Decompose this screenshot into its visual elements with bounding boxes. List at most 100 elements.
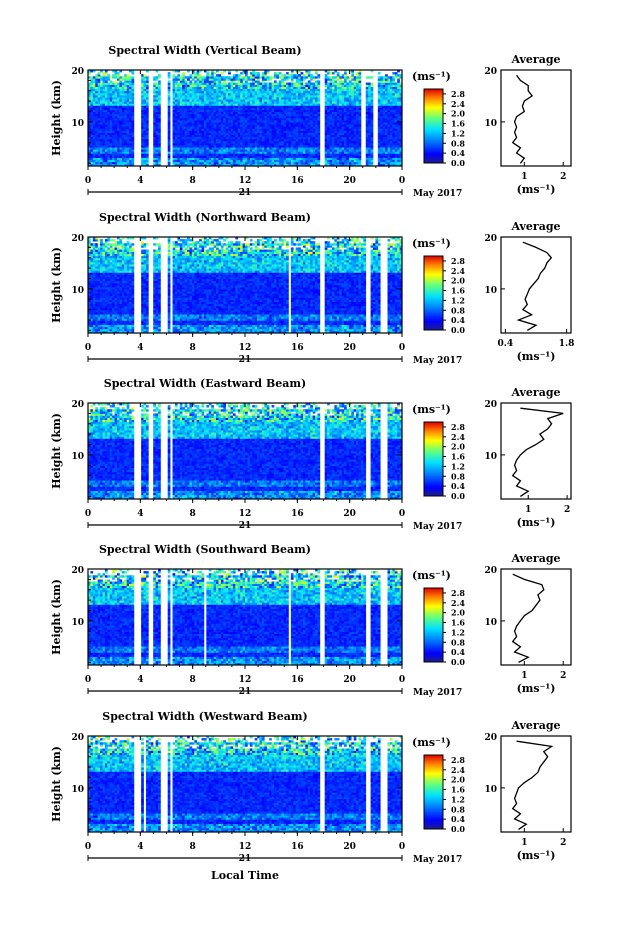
- heatmap-cell: [206, 116, 209, 118]
- heatmap-cell: [175, 162, 178, 164]
- heatmap-cell: [317, 105, 320, 107]
- heatmap-cell: [332, 122, 335, 124]
- heatmap-cell: [264, 114, 267, 116]
- heatmap-cell: [342, 120, 345, 122]
- heatmap-cell: [243, 156, 246, 158]
- heatmap-cell: [93, 112, 96, 114]
- heatmap-cell: [153, 153, 156, 155]
- heatmap-cell: [330, 103, 333, 105]
- heatmap-cell: [327, 135, 330, 137]
- heatmap-cell: [281, 110, 284, 112]
- heatmap-cell: [301, 99, 304, 101]
- heatmap-cell: [252, 99, 255, 101]
- heatmap-cell: [286, 145, 289, 147]
- heatmap-cell: [291, 124, 294, 126]
- heatmap-cell: [122, 128, 125, 130]
- heatmap-cell: [122, 110, 125, 112]
- heatmap-cell: [262, 124, 265, 126]
- heatmap-cell: [342, 91, 345, 93]
- heatmap-cell: [281, 87, 284, 89]
- heatmap-cell: [388, 128, 391, 130]
- heatmap-cell: [238, 87, 241, 89]
- heatmap-cell: [351, 160, 354, 162]
- heatmap-cell: [303, 153, 306, 155]
- heatmap-cell: [156, 91, 159, 93]
- heatmap-cell: [156, 108, 159, 110]
- heatmap-cell: [204, 147, 207, 149]
- heatmap-cell: [182, 162, 185, 164]
- heatmap-cell: [378, 99, 381, 101]
- heatmap-cell: [240, 91, 243, 93]
- heatmap-cell: [269, 145, 272, 147]
- heatmap-cell: [180, 145, 183, 147]
- heatmap-cell: [395, 93, 398, 95]
- heatmap-cell: [226, 149, 229, 151]
- heatmap-cell: [279, 95, 282, 97]
- heatmap-cell: [233, 87, 236, 89]
- heatmap-cell: [131, 116, 134, 118]
- heatmap-cell: [204, 122, 207, 124]
- heatmap-cell: [308, 131, 311, 133]
- heatmap-cell: [255, 85, 258, 87]
- heatmap-cell: [245, 139, 248, 141]
- heatmap-cell: [257, 97, 260, 99]
- heatmap-cell: [392, 126, 395, 128]
- heatmap-cell: [255, 101, 258, 103]
- heatmap-cell: [175, 91, 178, 93]
- heatmap-cell: [332, 156, 335, 158]
- heatmap-cell: [272, 156, 275, 158]
- heatmap-cell: [392, 80, 395, 82]
- heatmap-cell: [214, 128, 217, 130]
- heatmap-cell: [284, 133, 287, 135]
- heatmap-cell: [124, 110, 127, 112]
- heatmap-cell: [117, 126, 120, 128]
- heatmap-cell: [380, 147, 383, 149]
- heatmap-cell: [274, 110, 277, 112]
- heatmap-cell: [90, 128, 93, 130]
- heatmap-cell: [110, 103, 113, 105]
- heatmap-cell: [390, 128, 393, 130]
- heatmap-cell: [291, 139, 294, 141]
- heatmap-cell: [214, 149, 217, 151]
- heatmap-cell: [189, 80, 192, 82]
- heatmap-cell: [269, 133, 272, 135]
- heatmap-cell: [112, 110, 115, 112]
- heatmap-cell: [344, 151, 347, 153]
- heatmap-cell: [293, 85, 296, 87]
- heatmap-cell: [262, 122, 265, 124]
- heatmap-cell: [317, 80, 320, 82]
- heatmap-cell: [279, 131, 282, 133]
- heatmap-cell: [267, 72, 270, 74]
- heatmap-cell: [153, 99, 156, 101]
- heatmap-cell: [129, 139, 132, 141]
- heatmap-cell: [129, 141, 132, 143]
- heatmap-cell: [245, 151, 248, 153]
- heatmap-cell: [131, 97, 134, 99]
- heatmap-cell: [119, 153, 122, 155]
- heatmap-cell: [279, 143, 282, 145]
- heatmap-cell: [243, 99, 246, 101]
- heatmap-cell: [255, 141, 258, 143]
- heatmap-cell: [397, 105, 400, 107]
- heatmap-cell: [315, 110, 318, 112]
- heatmap-cell: [267, 128, 270, 130]
- heatmap-cell: [349, 124, 352, 126]
- heatmap-cell: [90, 105, 93, 107]
- heatmap-cell: [102, 112, 105, 114]
- heatmap-cell: [301, 137, 304, 139]
- heatmap-cell: [325, 83, 328, 85]
- heatmap-cell: [388, 101, 391, 103]
- heatmap-cell: [197, 122, 200, 124]
- heatmap-cell: [296, 126, 299, 128]
- heatmap-cell: [156, 103, 159, 105]
- heatmap-cell: [122, 89, 125, 91]
- heatmap-cell: [255, 105, 258, 107]
- heatmap-cell: [218, 153, 221, 155]
- heatmap-cell: [233, 147, 236, 149]
- heatmap-cell: [330, 133, 333, 135]
- heatmap-cell: [262, 147, 265, 149]
- heatmap-cell: [395, 97, 398, 99]
- heatmap-cell: [395, 76, 398, 78]
- heatmap-cell: [221, 89, 224, 91]
- heatmap-cell: [102, 124, 105, 126]
